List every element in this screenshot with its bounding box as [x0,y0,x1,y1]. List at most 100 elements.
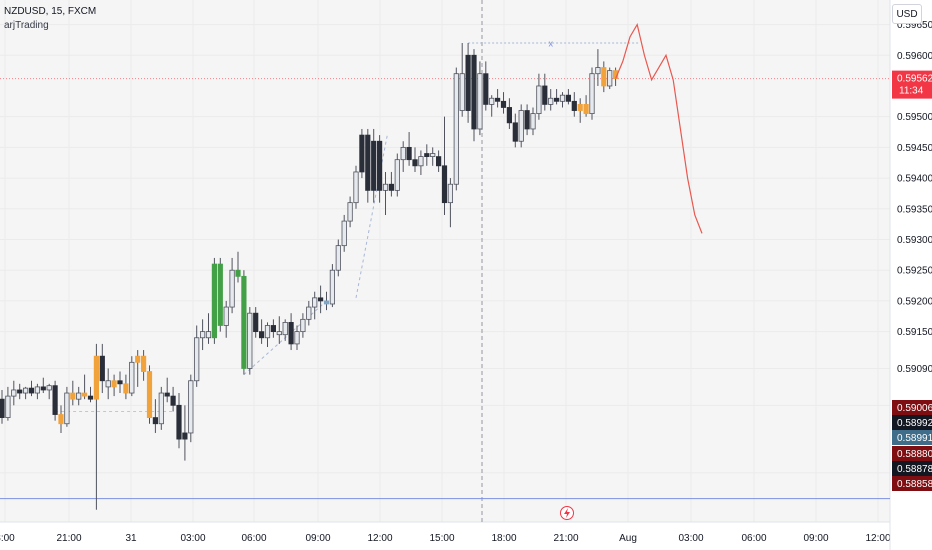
candle[interactable] [294,331,300,345]
candle[interactable] [459,73,465,111]
candle[interactable] [111,380,117,388]
candle[interactable] [229,269,235,308]
price-badge[interactable] [892,400,932,415]
candle[interactable] [282,322,288,336]
candle[interactable] [40,386,46,391]
candle[interactable] [465,54,471,111]
candle[interactable] [188,380,194,434]
candle[interactable] [530,113,536,130]
candle[interactable] [565,94,572,102]
candle[interactable] [64,392,70,425]
candle[interactable] [589,73,595,115]
price-badge[interactable] [892,461,932,476]
candle[interactable] [135,355,141,363]
candle[interactable] [117,380,123,385]
candle[interactable] [489,97,495,105]
candle[interactable] [194,337,200,382]
projection-path[interactable] [615,22,703,234]
candle[interactable] [82,392,88,397]
candle[interactable] [28,387,35,394]
candle[interactable] [435,156,442,167]
candle[interactable] [93,355,99,400]
candle[interactable] [205,331,212,339]
price-badge[interactable] [892,476,932,491]
candle[interactable] [453,73,459,185]
candle[interactable] [341,220,347,247]
candle[interactable] [58,414,64,425]
candle[interactable] [312,297,318,308]
candle[interactable] [70,392,76,400]
candle[interactable] [554,97,560,102]
candle[interactable] [500,100,507,108]
candle[interactable] [123,383,129,394]
candle[interactable] [347,202,353,222]
candle[interactable] [559,94,566,102]
candle[interactable] [158,392,164,425]
candle[interactable] [571,100,577,111]
candle[interactable] [494,97,501,102]
candle[interactable] [323,300,330,305]
candle[interactable] [46,385,52,391]
candle[interactable] [412,159,418,167]
plot-area[interactable] [0,0,890,522]
candle[interactable] [524,110,530,130]
candle[interactable] [264,325,271,339]
candle[interactable] [235,269,241,277]
candle[interactable] [388,183,395,191]
candle[interactable] [99,355,105,382]
candle[interactable] [146,371,153,418]
candle[interactable] [394,159,400,191]
candle[interactable] [335,245,341,271]
candle[interactable] [542,85,548,105]
candle[interactable] [253,312,259,333]
candle[interactable] [5,395,11,419]
candle[interactable] [471,54,477,130]
candle[interactable] [548,97,554,105]
candle[interactable] [418,156,424,167]
candle[interactable] [241,275,247,369]
candle[interactable] [359,134,365,173]
candle[interactable] [300,318,306,333]
candle[interactable] [583,104,589,115]
candle[interactable] [477,73,483,130]
candle[interactable] [306,306,312,320]
candle[interactable] [536,85,542,115]
candle[interactable] [512,122,518,142]
candle[interactable] [601,67,607,87]
candle[interactable] [441,165,448,204]
candle[interactable] [424,153,430,158]
price-badge[interactable] [892,415,932,430]
candle[interactable] [382,183,389,191]
current-price-badge[interactable] [892,70,932,99]
candle[interactable] [164,392,170,397]
candle[interactable] [276,331,282,336]
candle[interactable] [400,146,406,161]
candle[interactable] [376,140,383,191]
candle[interactable] [182,432,188,440]
candle[interactable] [105,380,111,388]
candle[interactable] [17,389,23,394]
candle[interactable] [129,361,135,394]
candle[interactable] [34,386,41,394]
candle[interactable] [217,263,223,326]
candle[interactable] [288,322,294,345]
candle[interactable] [483,73,489,105]
candle[interactable] [176,404,182,440]
candle[interactable] [329,269,336,305]
candle[interactable] [52,385,58,415]
candle[interactable] [430,153,436,158]
candle[interactable] [607,70,613,87]
candle[interactable] [223,306,229,326]
candle[interactable] [140,355,147,372]
price-badge[interactable] [892,446,932,461]
candle[interactable] [317,297,324,302]
candle[interactable] [447,183,454,204]
candle[interactable] [595,67,601,75]
candle[interactable] [365,134,371,191]
candle[interactable] [211,263,217,339]
candle[interactable] [258,331,265,339]
candle[interactable] [22,387,29,394]
candle[interactable] [152,417,158,425]
candle[interactable] [0,398,5,419]
candle[interactable] [270,325,277,333]
